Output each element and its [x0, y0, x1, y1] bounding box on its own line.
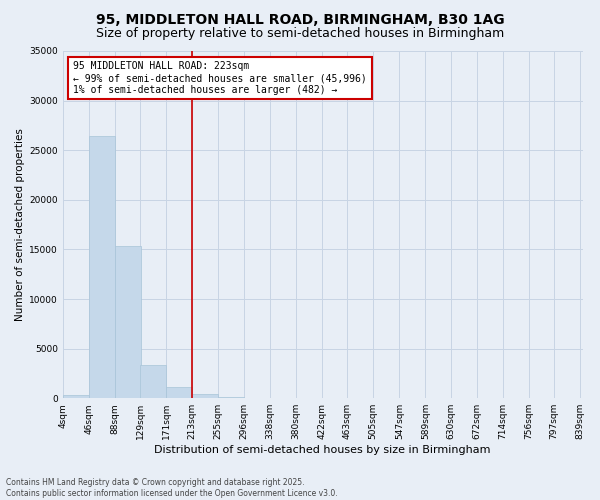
Bar: [192, 394, 218, 398]
X-axis label: Distribution of semi-detached houses by size in Birmingham: Distribution of semi-detached houses by …: [154, 445, 491, 455]
Bar: [115, 246, 141, 398]
Bar: [140, 366, 166, 398]
Bar: [63, 394, 89, 398]
Text: Contains HM Land Registry data © Crown copyright and database right 2025.
Contai: Contains HM Land Registry data © Crown c…: [6, 478, 338, 498]
Y-axis label: Number of semi-detached properties: Number of semi-detached properties: [15, 128, 25, 321]
Bar: [89, 136, 115, 398]
Bar: [166, 388, 192, 398]
Text: 95, MIDDLETON HALL ROAD, BIRMINGHAM, B30 1AG: 95, MIDDLETON HALL ROAD, BIRMINGHAM, B30…: [95, 12, 505, 26]
Text: Size of property relative to semi-detached houses in Birmingham: Size of property relative to semi-detach…: [96, 28, 504, 40]
Text: 95 MIDDLETON HALL ROAD: 223sqm
← 99% of semi-detached houses are smaller (45,996: 95 MIDDLETON HALL ROAD: 223sqm ← 99% of …: [73, 62, 367, 94]
